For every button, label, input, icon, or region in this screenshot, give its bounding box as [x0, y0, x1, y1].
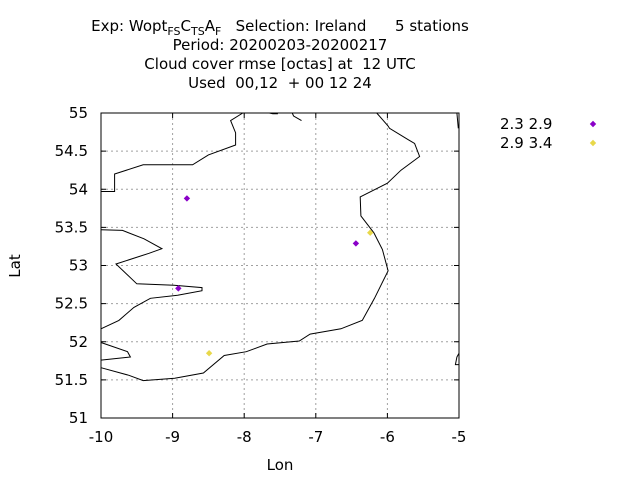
legend-label: 2.9 3.4	[500, 134, 552, 152]
x-tick-label: -5	[452, 428, 467, 446]
coastline-segment	[291, 112, 302, 122]
plot-frame	[100, 112, 460, 419]
y-tick-label: 53.5	[55, 218, 88, 236]
x-tick-label: -7	[308, 428, 323, 446]
station-marker	[175, 285, 182, 292]
legend: 2.3 2.92.9 3.4	[500, 115, 597, 152]
x-tick-label: -9	[165, 428, 180, 446]
y-tick-label: 52	[69, 333, 88, 351]
y-tick-label: 54.5	[55, 142, 88, 160]
coastline-segment	[101, 112, 244, 192]
coastline-segment	[100, 342, 132, 361]
chart-title-period: Period: 20200203-20200217	[172, 36, 388, 54]
x-tick-label: -6	[380, 428, 395, 446]
chart-title-used: Used 00,12 + 00 12 24	[188, 74, 372, 92]
x-axis-label: Lon	[267, 456, 294, 474]
station-markers	[175, 195, 374, 357]
legend-marker	[589, 139, 597, 147]
y-tick-label: 52.5	[55, 295, 88, 313]
x-tick-label: -8	[237, 428, 252, 446]
legend-marker	[589, 120, 597, 128]
coastline	[100, 112, 460, 382]
station-marker	[352, 240, 360, 247]
y-tick-label: 53	[69, 257, 88, 275]
legend-label: 2.3 2.9	[500, 115, 552, 133]
chart-title-variable: Cloud cover rmse [octas] at 12 UTC	[144, 55, 416, 73]
x-tick-label: -10	[89, 428, 114, 446]
station-marker	[367, 229, 374, 236]
axis-ticks: -10 -9 -8 -7 -6 -5 51 51.5 52 52.5 53 53.5 54 54.5 55	[55, 104, 467, 446]
coastline-segment	[456, 112, 459, 129]
y-tick-label: 54	[69, 180, 88, 198]
station-marker	[205, 349, 213, 357]
y-tick-label: 55	[69, 104, 88, 122]
chart-title-experiment: Exp: WoptFSCTSAF Selection: Ireland 5 st…	[91, 17, 469, 38]
y-tick-label: 51	[69, 409, 88, 427]
y-axis-label: Lat	[6, 254, 24, 278]
grid-lines	[101, 113, 459, 418]
coastline-segment	[100, 229, 203, 330]
coastline-segment	[454, 352, 460, 366]
coastline-segment	[100, 112, 421, 382]
y-tick-label: 51.5	[55, 371, 88, 389]
station-marker	[183, 195, 191, 202]
